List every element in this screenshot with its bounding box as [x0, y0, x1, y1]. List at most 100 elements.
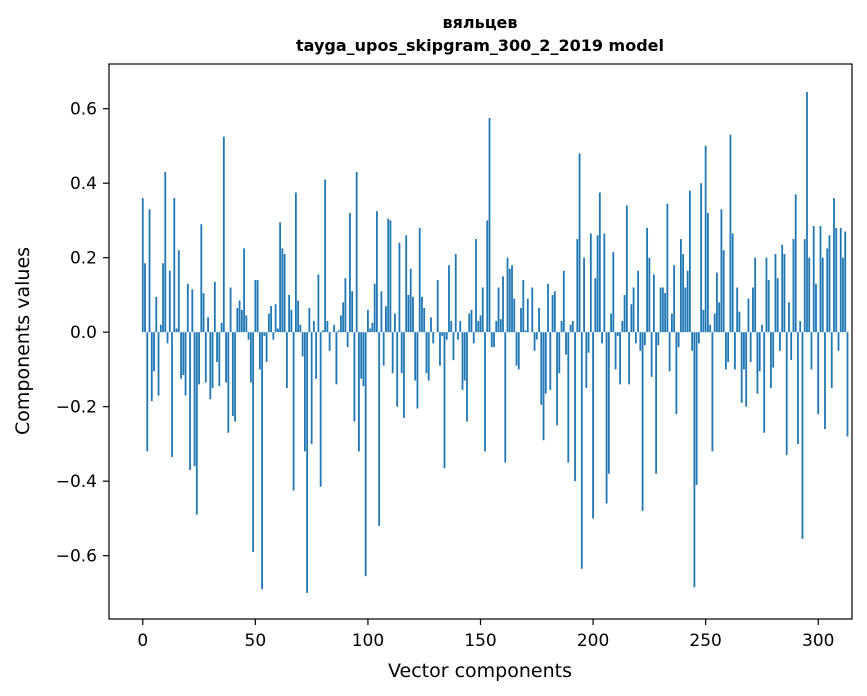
bar [403, 332, 405, 418]
bar [294, 192, 297, 333]
bar [432, 332, 435, 344]
bar [569, 324, 572, 333]
bar [378, 332, 381, 526]
bar [162, 263, 164, 333]
bar [826, 248, 829, 333]
bar [263, 332, 266, 336]
bar [461, 332, 464, 390]
x-tick-label: 0 [137, 631, 148, 651]
bar [646, 227, 649, 333]
bar [204, 332, 207, 383]
bar [321, 330, 324, 333]
bar [252, 332, 254, 552]
bar [765, 257, 768, 333]
bar [754, 257, 757, 333]
bar [355, 172, 358, 333]
y-tick-label: −0.2 [56, 398, 97, 418]
bar [531, 287, 534, 333]
bar [499, 319, 502, 333]
bar [517, 332, 520, 370]
bar [274, 304, 277, 333]
bar [508, 268, 511, 333]
y-tick-label: 0.0 [70, 323, 97, 343]
bar [630, 304, 633, 333]
bar [191, 289, 194, 333]
bar [144, 263, 146, 333]
bar [691, 332, 694, 351]
bar [756, 332, 759, 394]
bar [774, 253, 777, 333]
bar [216, 332, 218, 362]
bar [828, 235, 831, 333]
bar [833, 198, 835, 333]
bar [281, 248, 284, 333]
bar [180, 332, 182, 379]
bar [540, 332, 543, 405]
bar [520, 307, 522, 333]
bar [328, 332, 331, 351]
bar [538, 307, 540, 333]
y-tick-label: 0.6 [70, 100, 97, 120]
bar [580, 332, 583, 569]
bar [317, 274, 320, 333]
bar [346, 332, 349, 348]
bar [463, 332, 466, 381]
bar [254, 280, 257, 333]
bar [688, 190, 691, 333]
bar [844, 231, 847, 333]
bar [157, 332, 160, 396]
bar [450, 321, 453, 333]
bar [256, 280, 259, 333]
bar [740, 332, 743, 403]
bar [292, 332, 295, 491]
bar [835, 227, 838, 333]
bar [752, 287, 754, 333]
bar [391, 332, 394, 374]
bar [342, 302, 345, 333]
bar [202, 293, 205, 333]
bar [195, 332, 198, 515]
bar [781, 244, 784, 333]
bar [353, 332, 356, 422]
bar [175, 328, 178, 333]
bar [576, 239, 579, 333]
bar [182, 332, 185, 376]
y-tick-label: 0.2 [70, 249, 97, 269]
bar [490, 332, 493, 348]
bar [623, 294, 626, 333]
bar [761, 324, 763, 333]
bar [585, 332, 588, 389]
bar [702, 309, 705, 333]
bar [718, 302, 721, 333]
bar [720, 209, 723, 333]
bar [315, 332, 318, 379]
bar [743, 332, 745, 370]
bar [794, 194, 797, 333]
bar [578, 153, 581, 333]
bar [616, 332, 619, 336]
bar [749, 332, 752, 362]
bar [335, 332, 338, 385]
bar [153, 332, 155, 372]
bar [698, 332, 700, 344]
x-tick-label: 100 [352, 631, 384, 651]
bar [722, 250, 725, 333]
bar [830, 332, 833, 389]
bar [222, 136, 225, 333]
bar [511, 265, 513, 333]
bar [243, 248, 245, 333]
bar [184, 332, 187, 396]
bar [839, 227, 842, 333]
chart-subtitle: tayga_upos_skipgram_300_2_2019 model [296, 36, 664, 55]
bar [727, 332, 730, 362]
bar [502, 276, 504, 333]
bar [387, 218, 390, 333]
bar [819, 226, 822, 333]
y-tick-label: 0.4 [70, 174, 97, 194]
bar [484, 332, 486, 452]
bar [267, 313, 270, 333]
bar [632, 287, 635, 333]
bar [389, 220, 392, 333]
bar [358, 332, 360, 452]
